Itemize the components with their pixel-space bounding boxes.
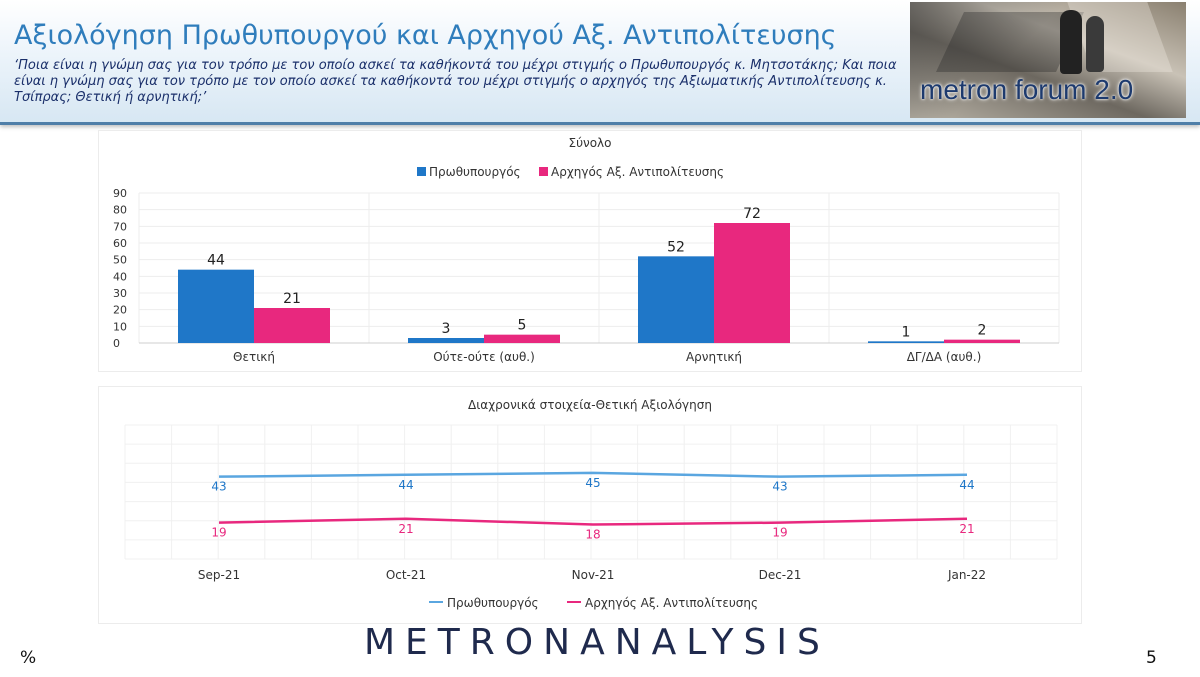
- y-tick-label: 40: [113, 270, 127, 283]
- bar: [254, 308, 330, 343]
- y-tick-label: 60: [113, 237, 127, 250]
- bar: [178, 269, 254, 343]
- legend-swatch-0: [417, 167, 426, 176]
- y-tick-label: 10: [113, 320, 127, 333]
- y-tick-label: 50: [113, 254, 127, 267]
- bar: [408, 338, 484, 343]
- bar-data-label: 3: [442, 321, 451, 337]
- legend-label-0: Πρωθυπουργός: [429, 165, 521, 179]
- line-data-label: 21: [959, 522, 974, 536]
- line-data-label: 45: [585, 476, 600, 490]
- x-category-label: ΔΓ/ΔΑ (αυθ.): [907, 350, 982, 364]
- y-tick-label: 70: [113, 220, 127, 233]
- line-data-label: 19: [772, 526, 787, 540]
- bar-data-label: 1: [902, 324, 911, 340]
- x-category-label: Αρνητική: [686, 350, 742, 364]
- y-tick-label: 90: [113, 187, 127, 200]
- bar: [868, 341, 944, 343]
- percent-label: %: [20, 648, 37, 668]
- y-tick-label: 20: [113, 304, 127, 317]
- bar-data-label: 5: [518, 318, 527, 334]
- x-category-label: Nov-21: [572, 568, 615, 582]
- series-line-0: [218, 471, 968, 478]
- metron-analysis-brand: METRONANALYSIS: [364, 622, 830, 663]
- line-data-label: 19: [211, 526, 226, 540]
- bar-data-label: 2: [978, 323, 987, 339]
- x-category-label: Θετική: [233, 350, 275, 364]
- x-category-label: Sep-21: [198, 568, 240, 582]
- bar-chart: Σύνολο Πρωθυπουργός Αρχηγός Αξ. Αντιπολίτε…: [113, 136, 1060, 364]
- y-tick-label: 80: [113, 204, 127, 217]
- bar-data-label: 44: [207, 253, 225, 269]
- legend-label-1: Αρχηγός Αξ. Αντιπολίτευσης: [551, 165, 724, 179]
- legend-label-0: Πρωθυπουργός: [447, 596, 539, 610]
- bar-chart-panel: Σύνολο Πρωθυπουργός Αρχηγός Αξ. Αντιπολίτε…: [98, 130, 1082, 372]
- y-tick-label: 0: [113, 337, 120, 350]
- page-number: 5: [1146, 648, 1157, 668]
- line-chart-title: Διαχρονικά στοιχεία-Θετική Αξιολόγηση: [468, 398, 712, 412]
- brand-part1: METRON: [364, 622, 581, 663]
- slide-subtitle: ‘Ποια είναι η γνώμη σας για τον τρόπο με…: [14, 58, 897, 105]
- bar-data-label: 21: [283, 291, 301, 307]
- line-data-label: 44: [959, 478, 974, 492]
- line-chart: Διαχρονικά στοιχεία-Θετική Αξιολόγηση Sep…: [124, 398, 1058, 610]
- bar: [638, 256, 714, 343]
- slide-title: Αξιολόγηση Πρωθυπουργού και Αρχηγού Αξ. …: [14, 20, 837, 51]
- slide-header: Αξιολόγηση Πρωθυπουργού και Αρχηγού Αξ. …: [0, 0, 1200, 125]
- line-data-label: 44: [398, 478, 413, 492]
- line-data-label: 43: [772, 480, 787, 494]
- legend-label-1: Αρχηγός Αξ. Αντιπολίτευσης: [585, 596, 758, 610]
- brand-part2: ANALYSIS: [580, 622, 830, 663]
- line-chart-panel: Διαχρονικά στοιχεία-Θετική Αξιολόγηση Sep…: [98, 386, 1082, 624]
- line-data-label: 21: [398, 522, 413, 536]
- bar-data-label: 52: [667, 239, 685, 255]
- line-data-label: 43: [211, 480, 226, 494]
- bar: [484, 334, 560, 343]
- bar-chart-title: Σύνολο: [568, 136, 611, 150]
- bar-data-label: 72: [743, 206, 761, 222]
- bar: [944, 339, 1020, 343]
- line-data-label: 18: [585, 528, 600, 542]
- x-category-label: Jan-22: [947, 568, 986, 582]
- legend-swatch-1: [539, 167, 548, 176]
- metron-forum-logo: metron forum 2.0: [910, 2, 1186, 118]
- logo-text: metron forum 2.0: [920, 74, 1134, 105]
- x-category-label: Dec-21: [759, 568, 802, 582]
- bar: [714, 223, 790, 343]
- x-category-label: Oct-21: [386, 568, 426, 582]
- y-tick-label: 30: [113, 287, 127, 300]
- series-line-1: [218, 517, 968, 526]
- x-category-label: Ούτε-ούτε (αυθ.): [433, 350, 535, 364]
